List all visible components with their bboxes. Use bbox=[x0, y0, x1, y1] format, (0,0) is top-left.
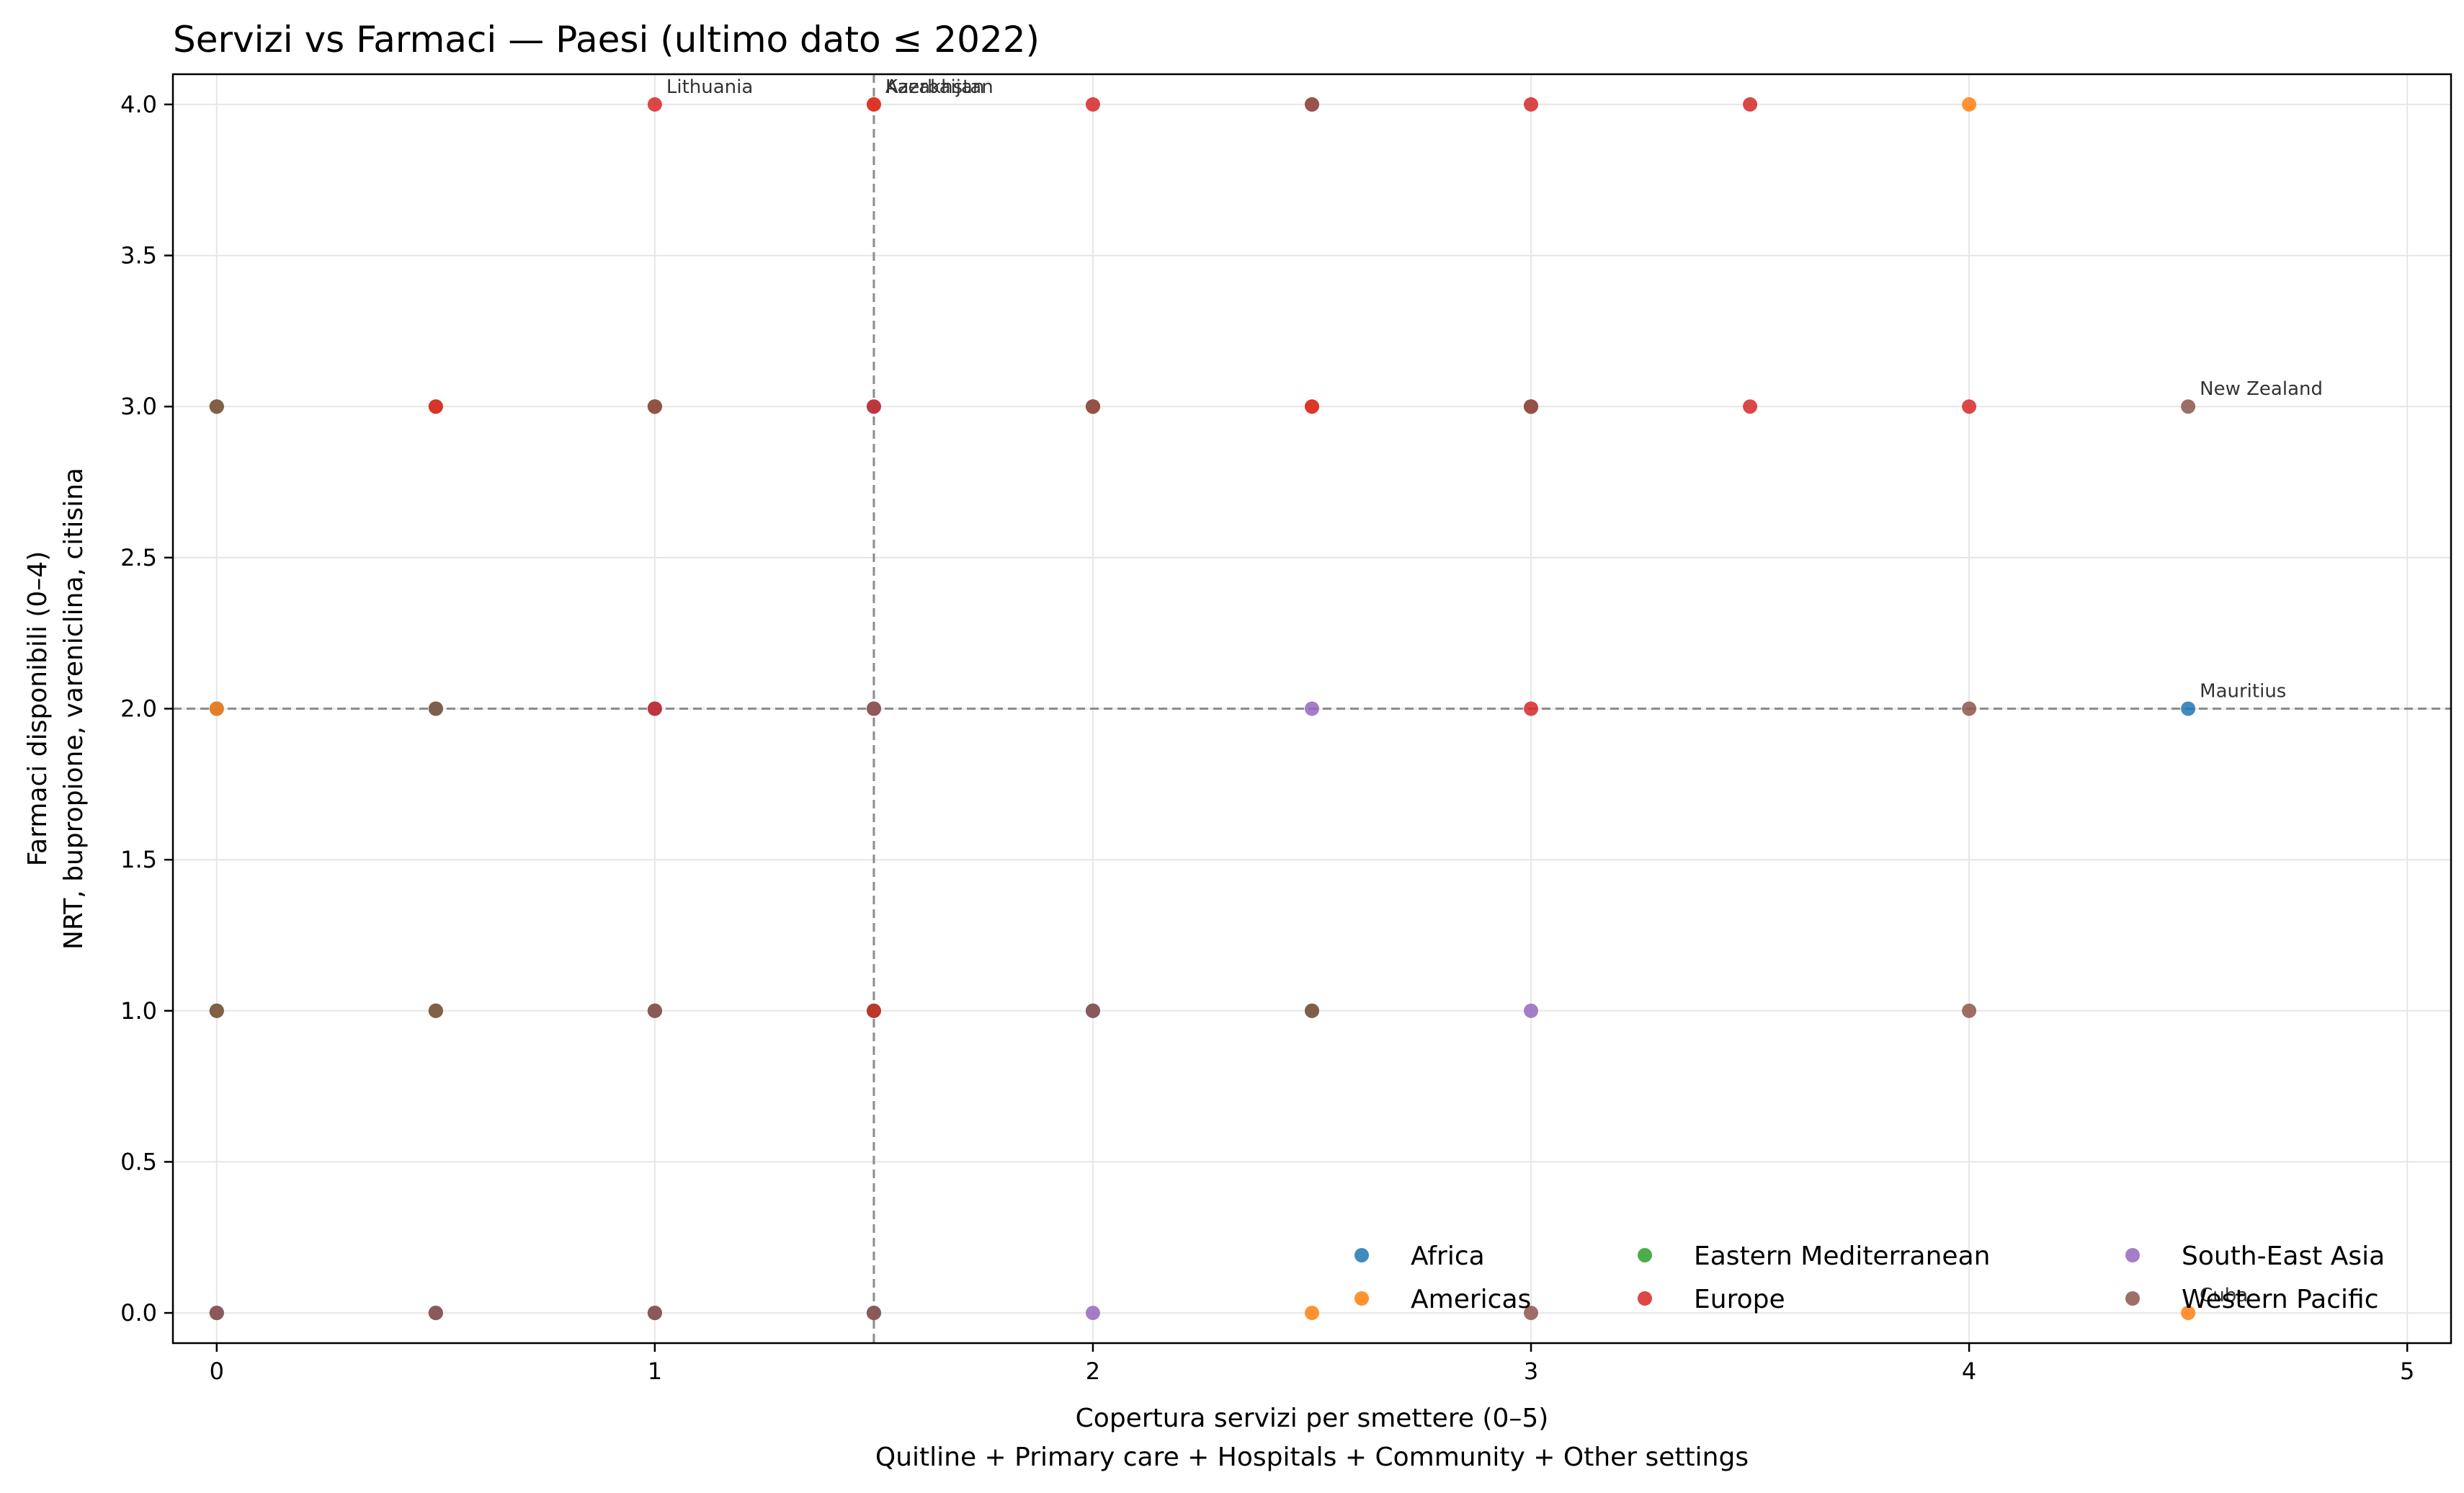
x-axis-sublabel: Quitline + Primary care + Hospitals + Co… bbox=[875, 1443, 1749, 1472]
x-tick-label: 4 bbox=[1962, 1358, 1976, 1385]
legend-marker bbox=[1638, 1248, 1652, 1262]
y-tick-label: 3.0 bbox=[120, 393, 157, 420]
data-points bbox=[209, 97, 2196, 1321]
data-point bbox=[2181, 701, 2196, 716]
y-axis-sublabel: NRT, bupropione, vareniclina, citisina bbox=[59, 468, 89, 950]
data-point bbox=[647, 701, 662, 716]
data-point bbox=[866, 97, 881, 112]
data-point bbox=[1962, 97, 1977, 112]
y-axis-label: Farmaci disponibili (0–4) bbox=[23, 551, 53, 867]
legend-label: Western Pacific bbox=[2182, 1285, 2379, 1314]
legend-marker bbox=[1354, 1291, 1369, 1306]
data-point bbox=[209, 1003, 224, 1018]
data-point bbox=[647, 1003, 662, 1018]
x-tick-label: 3 bbox=[1524, 1358, 1538, 1385]
legend-label: Americas bbox=[1411, 1285, 1531, 1314]
data-point bbox=[2181, 399, 2196, 414]
data-point bbox=[209, 399, 224, 414]
data-point bbox=[647, 97, 662, 112]
data-point bbox=[866, 1306, 881, 1321]
point-annotation: Lithuania bbox=[666, 76, 753, 98]
chart-title: Servizi vs Farmaci — Paesi (ultimo dato … bbox=[173, 19, 1040, 61]
y-tick-label: 2.5 bbox=[120, 544, 157, 571]
data-point bbox=[209, 701, 224, 716]
legend-marker bbox=[2125, 1291, 2140, 1306]
data-point bbox=[1085, 1003, 1100, 1018]
y-tick-label: 2.0 bbox=[120, 695, 157, 723]
data-point bbox=[1305, 1003, 1319, 1018]
data-point bbox=[1524, 1306, 1539, 1321]
data-point bbox=[1305, 1306, 1319, 1321]
data-point bbox=[1524, 399, 1539, 414]
data-point bbox=[1524, 701, 1539, 716]
x-axis-ticks: 0 1 2 3 4 5 bbox=[210, 1343, 2414, 1385]
data-point bbox=[209, 1306, 224, 1321]
data-point bbox=[428, 1306, 443, 1321]
data-point bbox=[1743, 399, 1758, 414]
data-point bbox=[1962, 1003, 1977, 1018]
y-tick-label: 1.5 bbox=[120, 846, 157, 873]
legend: Africa Americas Eastern Mediterranean Europ… bbox=[1354, 1242, 2385, 1314]
legend-marker bbox=[1638, 1291, 1652, 1306]
y-tick-label: 4.0 bbox=[120, 91, 157, 118]
point-annotation: New Zealand bbox=[2200, 378, 2323, 400]
legend-marker bbox=[1354, 1248, 1369, 1262]
data-point bbox=[1305, 701, 1319, 716]
legend-marker bbox=[2125, 1248, 2140, 1262]
data-point bbox=[647, 1306, 662, 1321]
data-point bbox=[1085, 1306, 1100, 1321]
y-tick-label: 0.5 bbox=[120, 1148, 157, 1175]
x-tick-label: 2 bbox=[1086, 1358, 1100, 1385]
data-point bbox=[1524, 1003, 1539, 1018]
y-tick-label: 1.0 bbox=[120, 997, 157, 1025]
y-axis-ticks: 0.0 0.5 1.0 1.5 2.0 2.5 3.0 3.5 4.0 bbox=[120, 91, 173, 1327]
data-point bbox=[1962, 701, 1977, 716]
data-point bbox=[866, 399, 881, 414]
data-point bbox=[866, 701, 881, 716]
data-point bbox=[1305, 97, 1319, 112]
x-tick-label: 0 bbox=[210, 1358, 224, 1385]
y-tick-label: 0.0 bbox=[120, 1299, 157, 1327]
data-point bbox=[1962, 399, 1977, 414]
point-annotation: Azerbaijan bbox=[885, 76, 984, 98]
legend-label: Eastern Mediterranean bbox=[1694, 1242, 1990, 1271]
legend-label: South-East Asia bbox=[2182, 1242, 2385, 1271]
data-point bbox=[1524, 97, 1539, 112]
data-point bbox=[428, 399, 443, 414]
point-annotation: Kazakhstan bbox=[885, 76, 994, 98]
x-axis-label: Copertura servizi per smettere (0–5) bbox=[1076, 1404, 1549, 1433]
legend-label: Europe bbox=[1694, 1285, 1785, 1314]
point-annotation: Cuba bbox=[2200, 1285, 2248, 1306]
data-point bbox=[866, 1003, 881, 1018]
x-tick-label: 5 bbox=[2400, 1358, 2414, 1385]
data-point bbox=[2181, 1306, 2196, 1321]
data-point bbox=[1305, 399, 1319, 414]
data-point bbox=[1743, 97, 1758, 112]
data-point bbox=[1085, 399, 1100, 414]
data-point bbox=[647, 399, 662, 414]
x-tick-label: 1 bbox=[648, 1358, 662, 1385]
data-point bbox=[1085, 97, 1100, 112]
data-point bbox=[428, 701, 443, 716]
point-annotation: Mauritius bbox=[2200, 681, 2286, 703]
data-point bbox=[428, 1003, 443, 1018]
y-tick-label: 3.5 bbox=[120, 242, 157, 269]
legend-label: Africa bbox=[1411, 1242, 1485, 1271]
